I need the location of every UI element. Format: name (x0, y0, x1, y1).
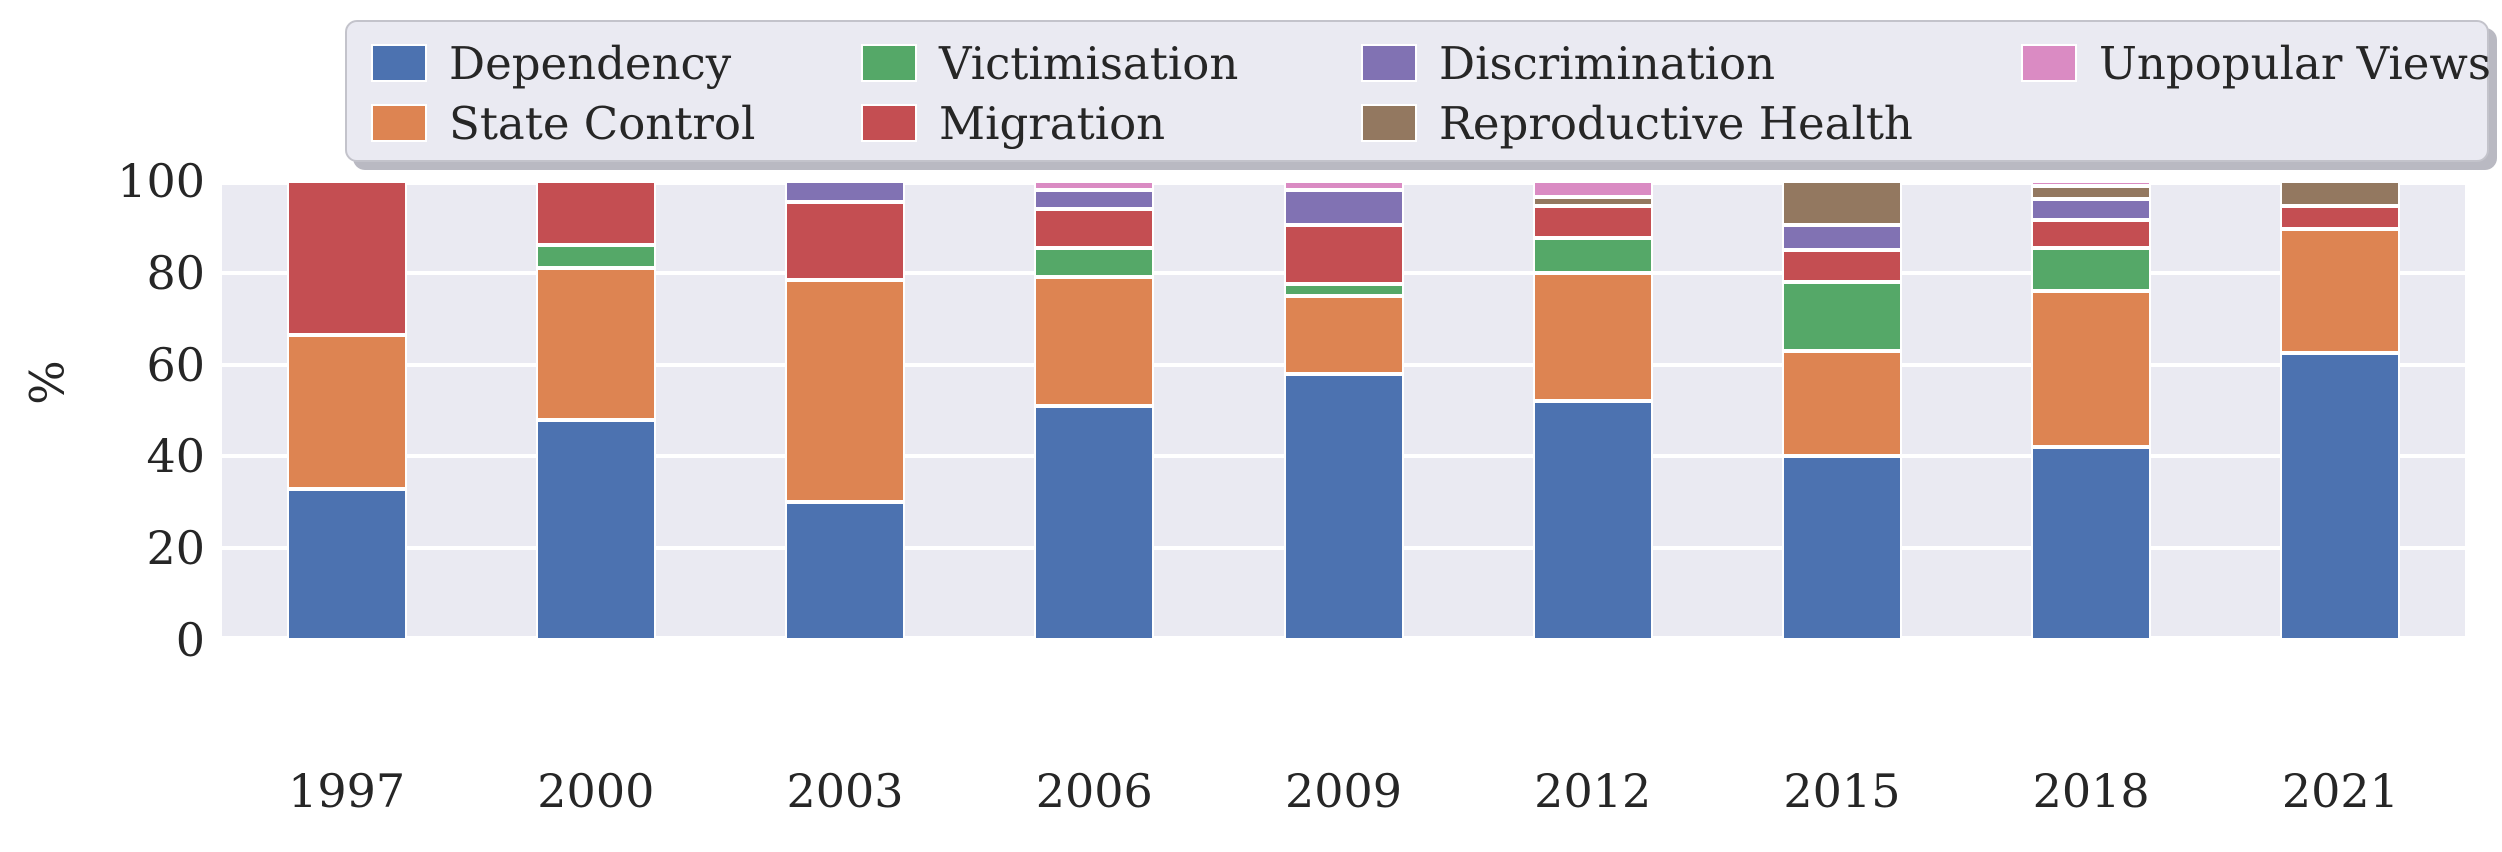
bar-segment-2003-migration (785, 201, 906, 280)
legend-swatch-icon (1361, 44, 1417, 82)
bar-segment-2009-discrimination (1283, 190, 1404, 225)
y-axis-label: % (20, 360, 76, 405)
bar-segment-2018-unpopular-views (2031, 181, 2152, 186)
legend-label: State Control (449, 97, 756, 150)
x-tick-label-2012: 2012 (1534, 764, 1652, 818)
legend-label: Discrimination (1439, 37, 1776, 90)
bar-segment-2003-dependency (785, 502, 906, 640)
bar-segment-2021-reproductive-health (2280, 181, 2401, 207)
bar-segment-2018-victimisation (2031, 247, 2152, 292)
legend-swatch-icon (1361, 104, 1417, 142)
y-tick-label: 0 (175, 613, 205, 667)
x-tick-label-2000: 2000 (537, 764, 655, 818)
legend: Dependency State Control Victimisation Migr… (345, 20, 2491, 162)
bar-segment-2021-migration (2280, 206, 2401, 230)
bar-segment-2018-discrimination (2031, 199, 2152, 221)
bar-segment-2003-state-control (785, 279, 906, 503)
x-tick-label-2015: 2015 (1783, 764, 1901, 818)
bar-segment-2015-dependency (1781, 456, 1902, 640)
bar-segment-2018-state-control (2031, 291, 2152, 448)
bar-segment-2000-state-control (535, 268, 656, 420)
bar-segment-2018-reproductive-health (2031, 185, 2152, 200)
legend-swatch-icon (371, 44, 427, 82)
bar-segment-2015-state-control (1781, 350, 1902, 457)
x-tick-label-2021: 2021 (2281, 764, 2399, 818)
legend-label: Reproductive Health (1439, 97, 1913, 150)
bar-segment-2006-migration (1034, 208, 1155, 248)
bar-segment-2012-victimisation (1532, 238, 1653, 273)
bar-segment-2006-unpopular-views (1034, 181, 1155, 191)
x-tick-label-2003: 2003 (786, 764, 904, 818)
bar-segment-2000-dependency (535, 419, 656, 640)
x-tick-label-2006: 2006 (1035, 764, 1153, 818)
y-tick-label: 40 (146, 429, 205, 484)
bar-segment-2006-discrimination (1034, 190, 1155, 209)
bar-segment-1997-dependency (286, 488, 407, 640)
legend-swatch-icon (371, 104, 427, 142)
bar-segment-1997-migration (286, 181, 407, 335)
bar-segment-2006-dependency (1034, 405, 1155, 640)
legend-swatch-icon (2021, 44, 2077, 82)
bar-segment-2015-migration (1781, 249, 1902, 282)
bar-segment-2021-state-control (2280, 229, 2401, 354)
bar-segment-2012-reproductive-health (1532, 197, 1653, 207)
bar-segment-2009-migration (1283, 224, 1404, 285)
bar-segment-2012-migration (1532, 206, 1653, 239)
legend-label: Unpopular Views (2099, 37, 2491, 90)
y-tick-label: 100 (117, 154, 205, 208)
y-tick-label: 60 (146, 337, 205, 392)
plot-area (222, 181, 2465, 640)
bar-segment-2009-victimisation (1283, 284, 1404, 296)
bar-segment-2015-victimisation (1781, 282, 1902, 351)
legend-swatch-icon (861, 104, 917, 142)
bar-segment-2018-migration (2031, 220, 2152, 248)
legend-label: Migration (939, 97, 1166, 150)
bar-segment-2021-dependency (2280, 353, 2401, 640)
bar-segment-1997-state-control (286, 334, 407, 489)
bar-segment-2006-victimisation (1034, 247, 1155, 278)
bar-segment-2015-reproductive-health (1781, 181, 1902, 225)
bar-segment-2000-victimisation (535, 245, 656, 269)
x-tick-label-2009: 2009 (1284, 764, 1403, 818)
legend-swatch-icon (861, 44, 917, 82)
bar-segment-2012-state-control (1532, 272, 1653, 402)
legend-label: Dependency (449, 37, 732, 90)
bar-segment-2009-dependency (1283, 373, 1404, 640)
bar-segment-2006-state-control (1034, 277, 1155, 406)
bar-segment-2018-dependency (2031, 447, 2152, 640)
bar-segment-2003-discrimination (785, 181, 906, 202)
bar-segment-2015-discrimination (1781, 224, 1902, 250)
bar-segment-2000-migration (535, 181, 656, 246)
legend-label: Victimisation (939, 37, 1239, 90)
x-tick-label-1997: 1997 (288, 764, 406, 818)
y-tick-label: 80 (146, 245, 205, 300)
bar-segment-2009-unpopular-views (1283, 181, 1404, 191)
bar-segment-2012-dependency (1532, 401, 1653, 640)
bar-segment-2009-state-control (1283, 295, 1404, 374)
bar-segment-2012-unpopular-views (1532, 181, 1653, 198)
x-tick-label-2018: 2018 (2032, 764, 2150, 818)
y-tick-label: 20 (146, 521, 205, 576)
